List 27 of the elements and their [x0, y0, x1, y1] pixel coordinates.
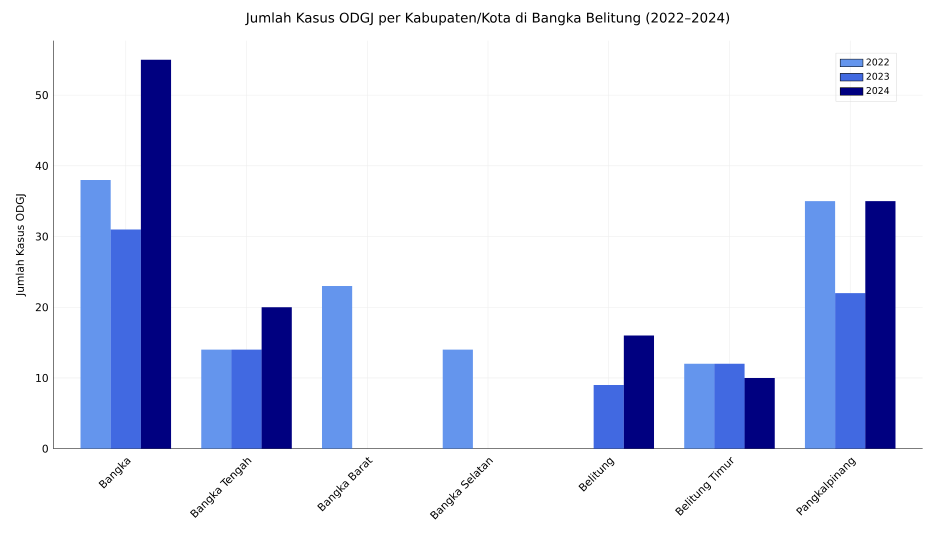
bar: [231, 350, 262, 449]
bar: [835, 293, 866, 449]
y-axis-title: Jumlah Kasus ODGJ: [16, 194, 26, 296]
bar: [262, 307, 292, 449]
y-tick-label: 10: [36, 374, 48, 382]
y-tick-label: 50: [36, 91, 48, 100]
bar: [594, 385, 624, 449]
bar: [624, 336, 654, 449]
bar: [744, 378, 775, 449]
legend-label: 2023: [866, 72, 889, 80]
y-tick-label: 40: [36, 162, 48, 170]
bar: [140, 60, 172, 449]
chart-title: Jumlah Kasus ODGJ per Kabupaten/Kota di Bangka Belitung (2022–2024): [245, 12, 730, 26]
bar: [110, 229, 141, 449]
y-tick-label: 20: [36, 303, 48, 312]
bar: [442, 350, 473, 449]
legend-label: 2024: [866, 87, 890, 94]
bar: [804, 201, 836, 449]
bar: [684, 364, 714, 449]
bar: [322, 286, 352, 449]
bar: [80, 180, 111, 449]
legend-label: 2022: [866, 58, 889, 66]
bar: [201, 350, 232, 449]
bar: [714, 364, 745, 449]
y-tick-label: 30: [36, 232, 48, 241]
y-tick-label: 0: [42, 444, 48, 453]
bar: [865, 201, 896, 449]
